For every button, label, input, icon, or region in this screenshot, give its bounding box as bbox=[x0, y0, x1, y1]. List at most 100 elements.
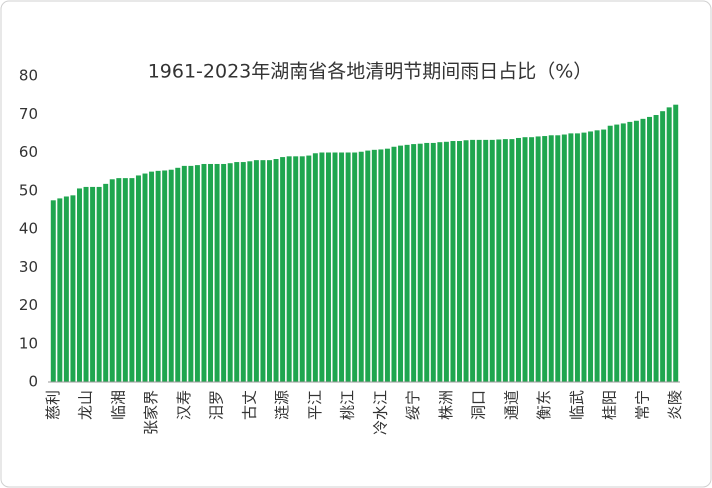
x-tick-label: 绥宁 bbox=[404, 390, 422, 420]
bar bbox=[306, 155, 312, 382]
y-tick-label: 20 bbox=[19, 296, 38, 314]
bar bbox=[280, 157, 286, 382]
bar bbox=[168, 169, 174, 382]
bar bbox=[378, 149, 384, 382]
bar bbox=[312, 153, 318, 382]
bar bbox=[633, 120, 639, 382]
x-tick-label: 平江 bbox=[306, 390, 324, 420]
bar bbox=[122, 178, 128, 382]
bar bbox=[194, 165, 200, 382]
bar bbox=[214, 163, 220, 382]
chart-title: 1961-2023年湖南省各地清明节期间雨日占比（%） bbox=[148, 61, 593, 83]
bar bbox=[319, 152, 325, 382]
bar bbox=[647, 116, 653, 383]
bar bbox=[568, 133, 574, 382]
y-tick-label: 10 bbox=[19, 334, 38, 352]
bar bbox=[50, 200, 56, 382]
x-tick-label: 慈利 bbox=[44, 390, 62, 420]
bar bbox=[601, 129, 607, 382]
bar bbox=[116, 178, 122, 382]
bar bbox=[660, 111, 666, 382]
bar bbox=[489, 139, 495, 382]
x-tick-label: 汨罗 bbox=[208, 390, 226, 420]
bar bbox=[345, 152, 351, 382]
bar bbox=[607, 125, 613, 382]
bar bbox=[240, 162, 246, 382]
x-tick-label: 古丈 bbox=[240, 390, 258, 420]
bar bbox=[286, 156, 292, 382]
bar bbox=[299, 156, 305, 382]
bar bbox=[470, 139, 476, 382]
bar bbox=[640, 118, 646, 382]
bar bbox=[384, 148, 390, 382]
bar bbox=[476, 139, 482, 382]
x-tick-label: 桃江 bbox=[339, 390, 357, 420]
bar bbox=[234, 162, 240, 382]
bar bbox=[142, 173, 148, 382]
bar bbox=[253, 160, 259, 382]
x-tick-label: 株洲 bbox=[437, 390, 455, 420]
bar bbox=[201, 163, 207, 382]
x-tick-label: 衡东 bbox=[535, 390, 553, 420]
y-tick-label: 80 bbox=[19, 67, 38, 85]
bar bbox=[424, 142, 430, 382]
bar bbox=[529, 137, 535, 382]
bar bbox=[129, 178, 135, 382]
bar bbox=[188, 165, 194, 382]
bar bbox=[561, 134, 567, 382]
bar bbox=[548, 135, 554, 382]
bar bbox=[502, 139, 508, 382]
y-tick-label: 40 bbox=[19, 220, 38, 238]
bar bbox=[594, 130, 600, 382]
bar bbox=[430, 142, 436, 382]
bar bbox=[181, 165, 187, 382]
x-tick-label: 桂阳 bbox=[601, 390, 619, 420]
bar bbox=[109, 179, 115, 382]
bar bbox=[90, 186, 96, 382]
bar bbox=[371, 149, 377, 382]
bar bbox=[267, 160, 272, 382]
y-tick-label: 0 bbox=[28, 373, 38, 391]
bar bbox=[463, 140, 469, 382]
bar bbox=[391, 146, 397, 382]
x-tick-label: 涟源 bbox=[273, 390, 291, 420]
bar bbox=[496, 139, 502, 382]
y-tick-label: 50 bbox=[19, 181, 38, 199]
bar bbox=[358, 151, 364, 382]
bar bbox=[96, 186, 102, 382]
bar bbox=[103, 183, 109, 382]
bar bbox=[260, 160, 266, 382]
bar bbox=[404, 144, 410, 382]
bar bbox=[398, 145, 404, 382]
bar bbox=[522, 137, 528, 382]
bar bbox=[483, 139, 489, 382]
bar bbox=[83, 186, 89, 382]
bar bbox=[574, 133, 580, 382]
bar bbox=[57, 198, 63, 382]
x-tick-label: 临武 bbox=[568, 390, 586, 420]
bar bbox=[135, 175, 141, 382]
bar bbox=[352, 152, 358, 382]
y-tick-label: 60 bbox=[19, 143, 38, 161]
x-tick-label: 洞口 bbox=[470, 390, 488, 420]
bar bbox=[666, 107, 672, 383]
x-tick-label: 炎陵 bbox=[666, 390, 684, 420]
bar bbox=[227, 163, 233, 382]
bar bbox=[155, 170, 161, 382]
bar bbox=[555, 135, 561, 382]
bar bbox=[149, 171, 155, 382]
x-tick-label: 汉寿 bbox=[175, 390, 193, 420]
bar bbox=[614, 124, 620, 382]
x-tick-label: 常宁 bbox=[633, 390, 651, 420]
bar bbox=[247, 161, 253, 382]
bar bbox=[332, 152, 338, 382]
bar bbox=[673, 104, 679, 382]
bar bbox=[437, 142, 443, 382]
bar bbox=[588, 131, 594, 382]
bar bbox=[653, 115, 659, 382]
bar bbox=[339, 152, 345, 382]
x-tick-label: 冷水江 bbox=[371, 390, 389, 435]
bar bbox=[535, 136, 541, 382]
bar bbox=[581, 132, 587, 382]
